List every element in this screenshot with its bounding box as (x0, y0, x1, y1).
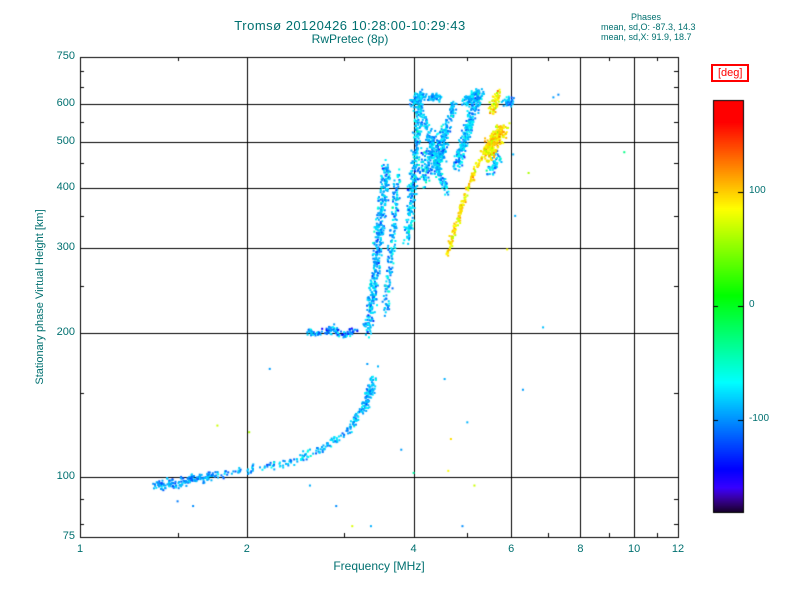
x-axis-label: Frequency [MHz] (333, 559, 425, 573)
y-tick-label: 400 (56, 181, 75, 194)
y-tick-label: 500 (56, 134, 75, 147)
chart-subtitle: RwPretec (8p) (311, 32, 389, 46)
x-tick-label: 2 (243, 543, 250, 555)
y-tick-label: 750 (56, 50, 75, 62)
x-tick-label: 10 (627, 543, 641, 555)
phase-stats-header: Phases (631, 12, 662, 22)
phase-stats: Phases mean, sd,O: -87.3, 14.3 mean, sd,… (601, 12, 696, 42)
y-tick-label: 600 (56, 96, 75, 109)
y-tick-label: 300 (56, 241, 75, 253)
x-tick-label: 6 (508, 543, 515, 555)
x-tick-label: 8 (577, 543, 584, 555)
x-tick-label: 4 (410, 543, 417, 555)
colorbar-tick-label: -100 (749, 413, 770, 425)
chart-title: Tromsø 20120426 10:28:00-10:29:43 (234, 18, 466, 33)
phase-stats-line-o: mean, sd,O: -87.3, 14.3 (601, 22, 696, 32)
colorbar-tick-label: 100 (749, 184, 766, 196)
phase-stats-line-x: mean, sd,X: 91.9, 18.7 (601, 32, 692, 42)
y-tick-label: 200 (56, 325, 75, 338)
y-tick-label: 75 (62, 530, 75, 542)
x-tick-label: 12 (671, 543, 685, 555)
x-tick-label: 1 (76, 543, 84, 555)
colorbar-tick-label: 0 (749, 299, 755, 310)
colorbar-unit-label: [deg] (711, 64, 750, 82)
y-tick-label: 100 (56, 470, 75, 483)
y-axis-label: Stationary phase Virtual Height [km] (34, 209, 46, 385)
